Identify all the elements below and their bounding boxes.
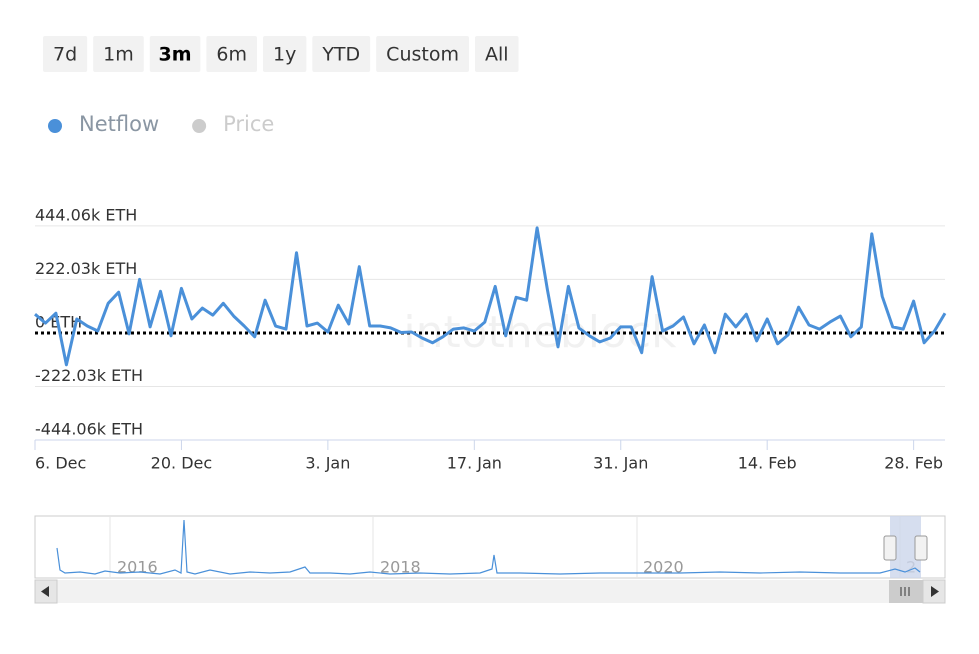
x-tick-label: 31. Jan bbox=[593, 454, 648, 473]
x-tick-label: 20. Dec bbox=[151, 454, 213, 473]
button-label: 3m bbox=[159, 44, 192, 66]
legend: Netflow Price bbox=[48, 112, 274, 136]
navigator-line bbox=[56, 519, 921, 575]
button-bg bbox=[312, 36, 371, 72]
x-tick-label: 3. Jan bbox=[305, 454, 350, 473]
range-button[interactable]: YTD bbox=[312, 36, 371, 72]
legend-symbol bbox=[48, 119, 62, 133]
navigator-label: 2020 bbox=[643, 558, 684, 577]
range-button[interactable]: 3m bbox=[149, 36, 201, 72]
button-label: Custom bbox=[386, 44, 459, 66]
scrollbar-track[interactable] bbox=[35, 580, 945, 603]
navigator-frame bbox=[34, 515, 946, 579]
arrow-right bbox=[931, 586, 939, 597]
button-bg bbox=[376, 36, 469, 72]
scrollbar-thumb[interactable] bbox=[889, 580, 923, 603]
range-button[interactable]: 6m bbox=[206, 36, 257, 72]
button-label: 7d bbox=[53, 44, 77, 66]
range-selector: 7d 1m 3m 6m 1y YTD Custom All bbox=[43, 36, 519, 72]
legend-label: Price bbox=[223, 112, 274, 136]
x-tick-label: 6. Dec bbox=[35, 454, 86, 473]
legend-symbol bbox=[192, 119, 207, 133]
button-label: YTD bbox=[321, 44, 360, 66]
range-button[interactable]: All bbox=[474, 36, 519, 72]
range-button[interactable]: 1m bbox=[93, 36, 144, 72]
button-bg bbox=[93, 36, 144, 72]
x-tick-label: 14. Feb bbox=[738, 454, 797, 473]
button-bg bbox=[206, 36, 257, 72]
range-button[interactable]: 7d bbox=[43, 36, 88, 72]
y-tick-label: 222.03k ETH bbox=[35, 259, 137, 278]
legend-item[interactable]: Price bbox=[192, 112, 274, 136]
legend-label: Netflow bbox=[79, 112, 159, 136]
y-tick-label: -222.03k ETH bbox=[35, 366, 143, 385]
x-tick-label: 28. Feb bbox=[884, 454, 943, 473]
navigator: 2016 2018 2020 2 bbox=[34, 515, 946, 604]
y-tick-label: 444.06k ETH bbox=[35, 205, 137, 224]
button-bg bbox=[474, 36, 519, 72]
range-button[interactable]: 1y bbox=[262, 36, 307, 72]
button-label: 1y bbox=[273, 44, 296, 66]
thumb-grip bbox=[900, 587, 910, 596]
button-label: 1m bbox=[103, 44, 134, 66]
range-button[interactable]: Custom bbox=[376, 36, 469, 72]
button-label: 6m bbox=[216, 44, 247, 66]
arrow-left bbox=[41, 586, 49, 597]
button-bg bbox=[43, 36, 88, 72]
navigator-label: 2016 bbox=[117, 558, 158, 577]
netflow-line bbox=[34, 226, 947, 367]
x-tick-label: 17. Jan bbox=[447, 454, 502, 473]
button-bg bbox=[149, 36, 201, 72]
y-tick-label: -444.06k ETH bbox=[35, 420, 143, 439]
button-bg bbox=[262, 36, 307, 72]
navigator-handle[interactable] bbox=[914, 535, 928, 561]
legend-item[interactable]: Netflow bbox=[48, 112, 159, 136]
button-label: All bbox=[485, 44, 509, 66]
navigator-label: 2018 bbox=[380, 558, 421, 577]
navigator-handle[interactable] bbox=[883, 535, 897, 561]
